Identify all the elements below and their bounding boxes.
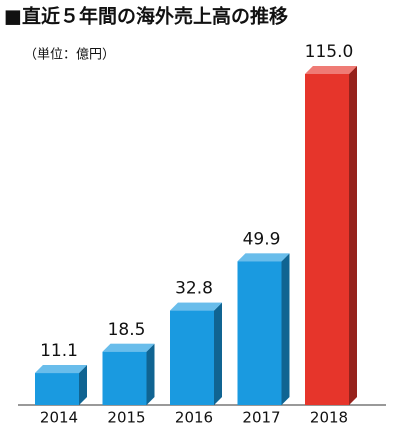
bar <box>35 373 79 405</box>
bar-top <box>102 343 155 352</box>
bar <box>237 261 282 405</box>
x-tick-label: 2016 <box>175 409 213 426</box>
value-label: 115.0 <box>305 42 354 62</box>
x-tick-label: 2014 <box>40 409 78 426</box>
chart-title: ■直近５年間の海外売上高の推移 <box>4 5 288 28</box>
bar-side <box>79 365 87 405</box>
bar-side-shade <box>146 343 155 405</box>
bar-top-light <box>102 343 155 352</box>
x-tick-label: 2017 <box>242 409 280 426</box>
value-label: 18.5 <box>108 320 146 340</box>
bar-top <box>305 66 357 74</box>
bar-side-shade <box>349 66 357 405</box>
unit-label: （単位：億円） <box>24 47 115 63</box>
value-label: 49.9 <box>243 229 281 249</box>
bar-top-light <box>35 365 87 374</box>
bar-side <box>281 253 290 405</box>
bar-side-shade <box>281 253 290 405</box>
bar-side <box>214 302 222 405</box>
bar-top <box>170 302 222 311</box>
bar <box>170 310 214 405</box>
bar <box>305 74 349 405</box>
bar-side <box>349 66 357 405</box>
bar-top-light <box>237 253 290 262</box>
bar-top <box>35 365 87 374</box>
bar-top <box>237 253 290 262</box>
value-label: 32.8 <box>175 279 213 299</box>
x-tick-label: 2015 <box>107 409 145 426</box>
x-tick-label: 2018 <box>310 409 348 426</box>
bar-top-light <box>170 302 222 311</box>
bar <box>102 351 147 405</box>
bar-top-light <box>305 66 357 74</box>
bar-side-shade <box>214 302 222 405</box>
bar-side <box>146 343 155 405</box>
value-label: 11.1 <box>40 341 78 361</box>
bar-side-shade <box>79 365 87 405</box>
